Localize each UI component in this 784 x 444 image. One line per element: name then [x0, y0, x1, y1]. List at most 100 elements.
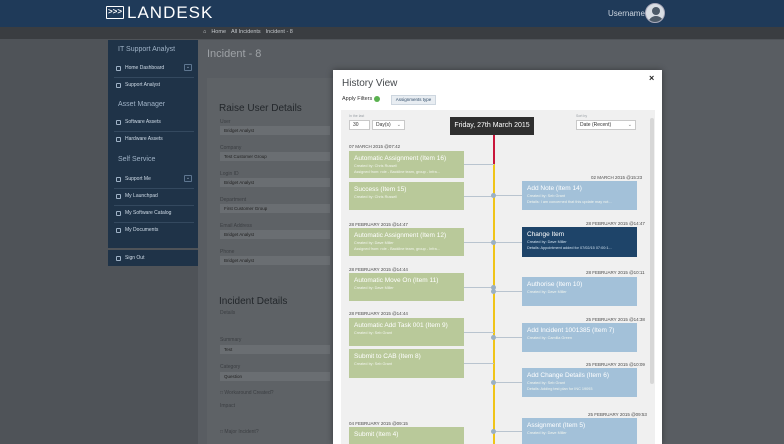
event-detail: Created by: Camilla Green: [527, 336, 572, 340]
field-value-login[interactable]: Bridget Analyst: [220, 178, 330, 187]
apply-filters-label[interactable]: Apply Filters: [342, 96, 373, 102]
event-detail: Created by: Chris Russell: [354, 164, 398, 168]
launchpad-icon: [116, 193, 121, 199]
sidebar-item-software-assets[interactable]: Software Assets: [116, 116, 196, 128]
period-number-input[interactable]: 30: [349, 120, 370, 130]
field-value-user[interactable]: Bridget Analyst: [220, 126, 330, 135]
event-date: 28 FEBRUARY 2015 @10:11: [586, 270, 645, 275]
documents-icon: [116, 227, 121, 233]
dashboard-icon: [116, 65, 121, 71]
breadcrumb-home-icon[interactable]: ⌂: [203, 29, 207, 35]
event-title: Submit to CAB (Item 8): [354, 353, 421, 360]
period-unit-select[interactable]: Day(s) ⌄: [372, 120, 405, 130]
chevron-down-icon: ⌄: [396, 122, 401, 128]
section-title-incident-details: Incident Details: [219, 296, 288, 307]
page-title: Incident - 8: [207, 48, 262, 60]
divider: [114, 222, 194, 223]
sign-out-label: Sign Out: [125, 255, 145, 261]
sort-select[interactable]: Date (Recent) ⌄: [576, 120, 636, 130]
field-label: Impact: [220, 403, 236, 409]
history-event-card-selected[interactable]: Change Item Created by: Dave Miller Deta…: [522, 227, 637, 257]
history-event-card[interactable]: Automatic Assignment (Item 12) Created b…: [349, 228, 464, 256]
event-detail: Created by: Dave Miller: [354, 241, 394, 245]
history-event-card[interactable]: Authorise (Item 10) Created by: Dave Mil…: [522, 277, 637, 306]
event-title: Add Incident 1001385 (Item 7): [527, 327, 615, 334]
event-date: 04 FEBRUARY 2015 @09:15: [349, 421, 408, 426]
timeline-scrollbar[interactable]: [650, 118, 654, 384]
field-label: Login ID: [220, 171, 239, 177]
hardware-icon: [116, 136, 121, 142]
divider: [114, 205, 194, 206]
timeline-connector: [495, 242, 522, 243]
timeline-connector: [495, 431, 522, 432]
history-event-card[interactable]: Add Incident 1001385 (Item 7) Created by…: [522, 323, 637, 352]
filter-chip-assignments-type[interactable]: Assignments type: [391, 95, 436, 105]
timeline-node: [491, 380, 496, 385]
sort-value: Date (Recent): [580, 122, 612, 128]
modal-title: History View: [342, 78, 398, 89]
history-event-card[interactable]: Automatic Move On (Item 11) Created by: …: [349, 273, 464, 301]
history-event-card[interactable]: Automatic Add Task 001 (Item 9) Created …: [349, 318, 464, 346]
apply-filters-toggle[interactable]: [374, 96, 380, 102]
history-event-card[interactable]: Submit (Item 4): [349, 427, 464, 444]
sidebar-item-support-me[interactable]: Support Me ⌄: [116, 173, 196, 185]
breadcrumb: ⌂ Home All Incidents Incident - 8: [203, 29, 293, 35]
sidebar-item-my-software-catalog[interactable]: My Software Catalog: [116, 207, 196, 219]
sidebar-item-my-documents[interactable]: My Documents: [116, 224, 196, 236]
close-icon[interactable]: ×: [649, 73, 655, 83]
period-label: In the last: [349, 114, 365, 118]
sidebar-item-support-analyst[interactable]: Support Analyst: [116, 79, 196, 91]
event-date: 28 FEBRUARY 2015 @14:47: [586, 221, 645, 226]
divider: [114, 131, 194, 132]
sidebar-section-title: Self Service: [118, 156, 156, 163]
history-event-card[interactable]: Assignment (Item 5) Created by: Dave Mil…: [522, 418, 637, 444]
event-title: Add Change Details (Item 6): [527, 372, 610, 379]
catalog-icon: [116, 210, 121, 216]
history-event-card[interactable]: Submit to CAB (Item 8) Created by: Seb G…: [349, 349, 464, 378]
checkbox-workaround[interactable]: □ Workaround Created?: [220, 390, 274, 396]
avatar-body-icon: [648, 16, 664, 22]
sidebar-item-hardware-assets[interactable]: Hardware Assets: [116, 133, 196, 145]
field-value-category[interactable]: Question: [220, 372, 330, 381]
checkbox-label: Workaround Created?: [224, 390, 274, 396]
chevron-down-icon[interactable]: ⌄: [184, 175, 192, 182]
breadcrumb-item: Incident - 8: [265, 29, 293, 35]
breadcrumb-item[interactable]: All Incidents: [231, 29, 261, 35]
username-label[interactable]: Username: [608, 9, 645, 18]
timeline-connector: [464, 164, 494, 165]
sign-out-button[interactable]: Sign Out: [108, 250, 198, 266]
chevron-down-icon[interactable]: ⌄: [184, 64, 192, 71]
timeline-connector: [464, 363, 494, 364]
field-value-email[interactable]: Bridget Analyst: [220, 230, 330, 239]
event-detail: Created by: Dave Miller: [354, 286, 394, 290]
timeline-node: [491, 240, 496, 245]
field-value-summary[interactable]: Test: [220, 345, 330, 354]
field-label: Summary: [220, 337, 242, 343]
section-title-raise-user: Raise User Details: [219, 103, 302, 114]
timeline-connector: [464, 287, 494, 288]
timeline-connector: [495, 337, 522, 338]
event-title: Authorise (Item 10): [527, 281, 583, 288]
sidebar-item-my-launchpad[interactable]: My Launchpad: [116, 190, 196, 202]
user-avatar[interactable]: [645, 3, 665, 23]
field-value-phone[interactable]: Bridget Analyst: [220, 256, 330, 265]
event-title: Change Item: [527, 231, 565, 238]
history-event-card[interactable]: Success (Item 15) Created by: Chris Russ…: [349, 182, 464, 210]
event-date: 28 FEBRUARY 2015 @14:44: [349, 267, 408, 272]
event-detail: Assigned from: role - Backline team, gro…: [354, 170, 440, 174]
event-title: Automatic Add Task 001 (Item 9): [354, 322, 448, 329]
history-event-card[interactable]: Automatic Assignment (Item 16) Created b…: [349, 151, 464, 178]
sidebar-item-home-dashboard[interactable]: Home Dashboard ⌄: [116, 62, 196, 74]
field-label: Department: [220, 197, 247, 203]
timeline-connector: [495, 382, 522, 383]
field-value-department[interactable]: First Customer Group: [220, 204, 330, 213]
checkbox-major-incident[interactable]: □ Major Incident?: [220, 429, 259, 435]
field-value-company[interactable]: Test Customer Group: [220, 152, 330, 161]
history-event-card[interactable]: Add Note (Item 14) Created by: Seb Grant…: [522, 181, 637, 210]
timeline-connector: [495, 291, 522, 292]
sort-label: Sort by: [576, 114, 588, 118]
divider: [114, 188, 194, 189]
timeline-connector: [464, 196, 494, 197]
history-event-card[interactable]: Add Change Details (Item 6) Created by: …: [522, 368, 637, 397]
breadcrumb-item[interactable]: Home: [211, 29, 226, 35]
